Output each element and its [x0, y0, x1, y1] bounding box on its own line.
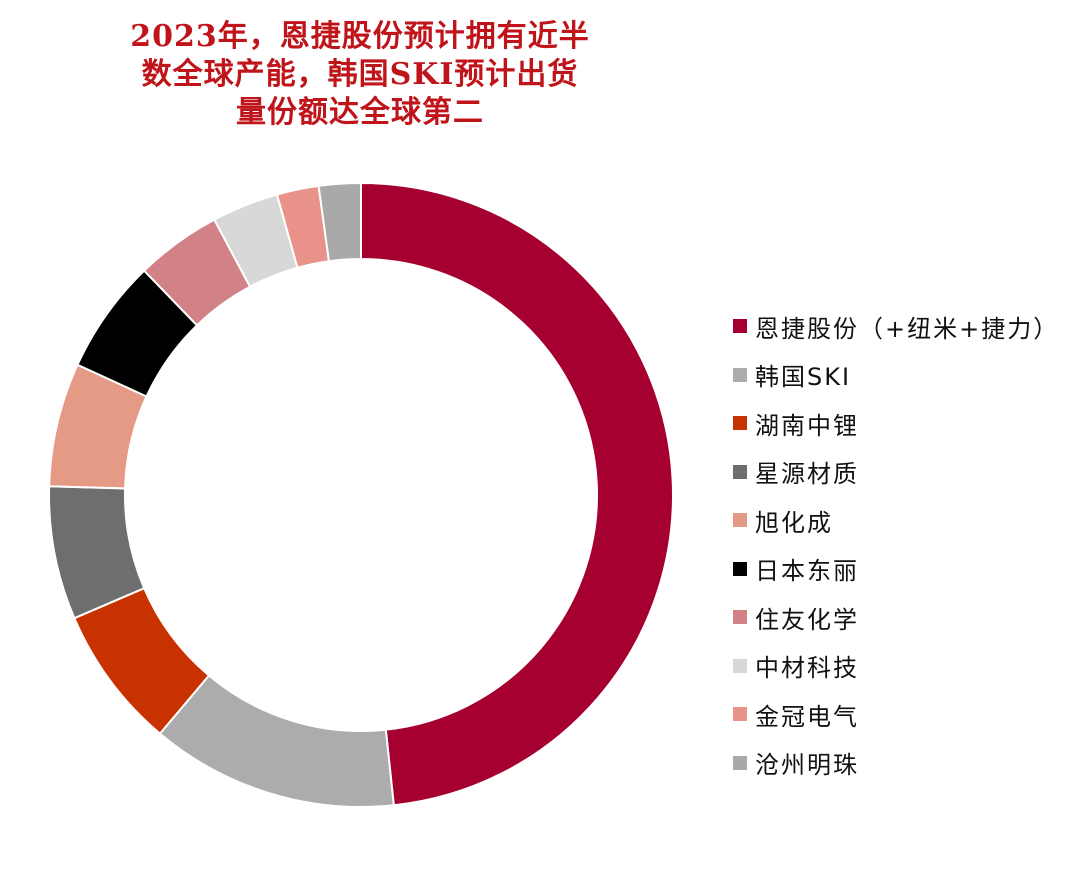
legend-item-2: 韩国SKI: [733, 351, 1059, 400]
legend-label: 中材科技: [755, 654, 859, 683]
legend-label: 韩国SKI: [755, 363, 852, 392]
legend-label: 沧州明珠: [755, 751, 859, 780]
legend-swatch: [733, 464, 747, 479]
legend-swatch: [733, 416, 747, 431]
legend-swatch: [733, 610, 747, 625]
legend-item-10: 沧州明珠: [733, 739, 1059, 788]
legend-swatch: [733, 755, 747, 770]
legend-label: 恩捷股份（+纽米+捷力）: [755, 314, 1060, 343]
legend-label: 金冠电气: [755, 702, 859, 731]
legend-label: 日本东丽: [755, 557, 859, 586]
legend-label: 星源材质: [755, 460, 859, 489]
legend-label: 湖南中锂: [755, 411, 859, 440]
chart-title-line-2: 数全球产能，韩国SKI预计出货: [141, 57, 579, 92]
legend-swatch: [733, 707, 747, 722]
legend-item-6: 日本东丽: [733, 545, 1059, 594]
legend-swatch: [733, 561, 747, 576]
chart-title: 2023年，恩捷股份预计拥有近半 数全球产能，韩国SKI预计出货 量份额达全球第…: [110, 18, 610, 132]
legend-item-7: 住友化学: [733, 593, 1059, 642]
legend-swatch: [733, 319, 747, 334]
legend-swatch: [733, 513, 747, 528]
donut-slice-10: [317, 181, 362, 263]
chart-legend: 恩捷股份（+纽米+捷力） 韩国SKI 湖南中锂星源材质旭化成日本东丽住友化学中材科技…: [733, 302, 1059, 787]
legend-item-9: 金冠电气: [733, 690, 1059, 739]
donut-slice-1: [360, 181, 674, 807]
legend-item-1: 恩捷股份（+纽米+捷力）: [733, 302, 1059, 351]
chart-title-line-3: 量份额达全球第二: [236, 95, 484, 130]
legend-item-3: 湖南中锂: [733, 399, 1059, 448]
legend-swatch: [733, 658, 747, 673]
donut-slice-2: [158, 674, 395, 808]
chart-title-line-1: 2023年，恩捷股份预计拥有近半: [130, 19, 590, 54]
legend-swatch: [733, 367, 747, 382]
legend-label: 住友化学: [755, 605, 859, 634]
legend-item-4: 星源材质: [733, 448, 1059, 497]
legend-label: 旭化成: [755, 508, 833, 537]
legend-item-5: 旭化成: [733, 496, 1059, 545]
legend-item-8: 中材科技: [733, 642, 1059, 691]
